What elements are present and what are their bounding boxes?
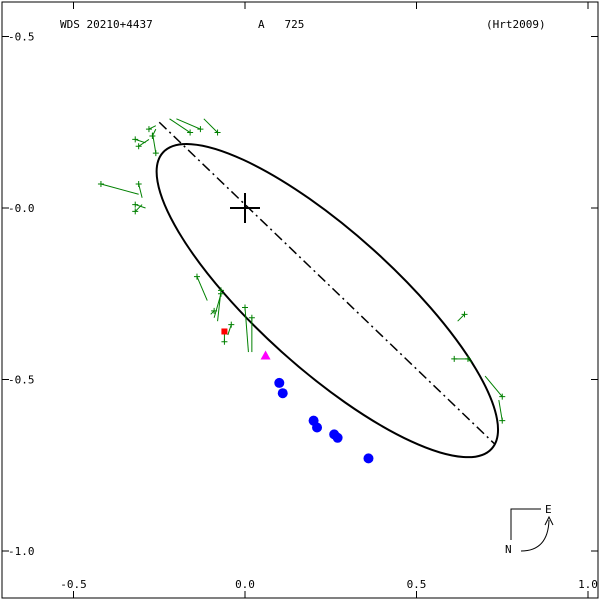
observation-marker xyxy=(145,126,152,133)
compass-rose: E N xyxy=(505,503,554,556)
y-tick-label: -0.0 xyxy=(8,202,35,215)
observation-marker xyxy=(451,355,458,362)
observation-marker xyxy=(221,338,228,345)
residual-line xyxy=(169,118,191,133)
observation-marker xyxy=(499,417,506,424)
y-tick-label: -1.0 xyxy=(8,545,35,558)
system-label: WDS 20210+4437 xyxy=(60,18,153,31)
residual-line xyxy=(203,118,218,133)
residual-line xyxy=(457,313,465,322)
observation-marker xyxy=(135,180,142,187)
observation-marker xyxy=(132,201,139,208)
x-tick-label: -0.5 xyxy=(60,578,87,591)
first-observation-point xyxy=(221,328,228,335)
residual-line xyxy=(244,307,249,353)
observation-marker xyxy=(461,311,468,318)
y-tick-label: -0.5 xyxy=(8,374,35,387)
observation-marker xyxy=(193,273,200,280)
compass-north-label: N xyxy=(505,543,512,556)
compass-axes xyxy=(510,508,541,540)
residual-line xyxy=(196,276,208,301)
observation-marker xyxy=(197,126,204,133)
compass-arrowhead xyxy=(544,515,554,526)
residual-line xyxy=(100,183,139,195)
observation-marker xyxy=(248,314,255,321)
residual-line xyxy=(498,399,503,421)
observation-marker xyxy=(152,150,159,157)
speckle-point xyxy=(274,377,285,388)
observation-marker xyxy=(149,132,156,139)
residual-line xyxy=(210,310,215,315)
residual-line xyxy=(227,324,232,336)
observation-marker xyxy=(214,129,221,136)
orbit-ellipse xyxy=(155,143,500,459)
x-tick-label: 0.5 xyxy=(407,578,427,591)
residual-line xyxy=(138,138,150,147)
observation-marker xyxy=(187,129,194,136)
speckle-point xyxy=(329,429,340,440)
residual-line xyxy=(134,204,143,212)
observation-marker xyxy=(132,208,139,215)
flagged-point xyxy=(260,350,271,360)
tick-labels: -0.5 0.0 0.5 1.0 -0.5 -0.0 -0.5 -1.0 xyxy=(8,31,598,592)
observation-marker xyxy=(132,136,139,143)
y-tick-label: -0.5 xyxy=(8,31,35,44)
compass-arrow-arc xyxy=(520,519,550,552)
residual-line xyxy=(467,358,472,363)
compass-east-label: E xyxy=(545,503,552,516)
speckle-point xyxy=(363,453,374,464)
marker-layer xyxy=(97,126,506,464)
observation-marker xyxy=(135,143,142,150)
observation-marker xyxy=(97,180,104,187)
line-of-nodes xyxy=(158,121,496,446)
observation-marker xyxy=(228,321,235,328)
observation-marker xyxy=(211,307,218,314)
x-tick-label: 1.0 xyxy=(578,578,598,591)
x-tick-label: 0.0 xyxy=(235,578,255,591)
residual-line xyxy=(484,375,503,397)
speckle-point xyxy=(312,422,323,433)
residual-line xyxy=(148,125,157,130)
orbit-layer xyxy=(155,121,500,459)
speckle-point xyxy=(277,388,288,399)
observation-marker xyxy=(464,355,471,362)
reference-label: (Hrt2009) xyxy=(486,18,546,31)
component-label: A 725 xyxy=(258,18,304,31)
residual-line xyxy=(138,183,143,198)
residual-line xyxy=(151,128,157,137)
observation-marker xyxy=(242,304,248,311)
observation-marker xyxy=(217,290,224,297)
residual-line xyxy=(213,293,222,318)
residual-line xyxy=(176,118,201,130)
observation-marker xyxy=(499,393,506,400)
